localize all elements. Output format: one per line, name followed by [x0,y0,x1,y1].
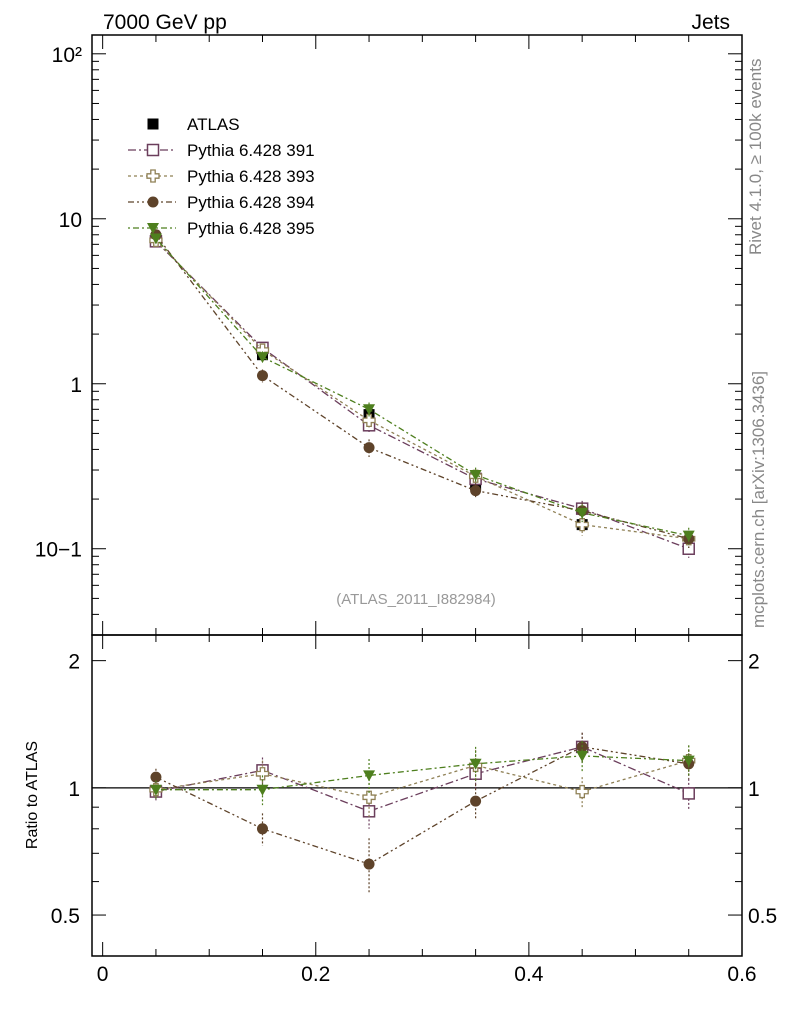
legend-marker-p393 [146,169,160,183]
ratio-line-p394 [155,746,689,865]
ratio-ytick-label-right-0: 0.5 [748,905,777,928]
main-ytick-labels: 10−1 1 10 10² [35,44,82,562]
main-line-p394 [155,234,689,540]
main-line-p391 [155,240,689,550]
analysis-watermark: (ATLAS_2011_I882984) [336,591,496,608]
ratio-point-p395 [363,770,376,782]
legend-label-394: Pythia 6.428 394 [187,193,315,212]
ratio-ytick-label-right-2: 2 [748,651,760,674]
main-line-p395 [155,238,689,537]
legend-label-393: Pythia 6.428 393 [187,167,315,186]
main-point-p395 [256,352,269,364]
legend-marks [128,118,176,234]
xtick-label-3: 0.6 [727,963,756,986]
xtick-label-2: 0.4 [514,963,544,986]
ytick-label-1: 1 [70,374,82,397]
main-point-p395 [469,469,482,481]
ratio-point-p395 [576,750,589,762]
ratio-series-layer [149,732,696,895]
ratio-point-p395 [469,758,482,770]
ratio-line-p393 [155,759,689,798]
main-series-layer [149,229,696,558]
rivet-label: Rivet 4.1.0, ≥ 100k events [746,59,765,255]
legend-marker-p391 [146,143,160,157]
ratio-ytick-label-right-1: 1 [748,778,760,801]
legend-label-395: Pythia 6.428 395 [187,219,315,238]
ratio-ytick-labels-right: 0.5 1 2 [748,651,777,928]
ratio-frame [91,634,743,957]
ratio-point-p394 [256,823,268,835]
xtick-label-0: 0 [97,963,109,986]
ratio-point-p395 [149,784,162,796]
ratio-point-p395 [256,784,269,796]
main-point-p395 [576,507,589,519]
xtick-label-1: 0.2 [301,963,330,986]
legend-marker-p394 [147,196,159,208]
main-point-p395 [682,530,695,542]
ratio-ytick-label-1: 1 [68,778,80,801]
ratio-point-p394 [470,795,482,807]
ratio-point-p391 [682,787,695,800]
ratio-line-p395 [155,755,689,791]
ratio-ytick-labels-left: 0.5 1 2 [51,651,80,928]
mcplots-label: mcplots.cern.ch [arXiv:1306.3436] [749,371,768,628]
main-point-p394 [363,442,375,454]
legend-label-atlas: ATLAS [187,115,240,134]
legend-label-391: Pythia 6.428 391 [187,141,315,160]
main-point-p394 [470,485,482,497]
main-point-p394 [256,370,268,382]
ratio-point-p394 [363,858,375,870]
ratio-line-p391 [155,746,689,813]
main-point-p395 [149,233,162,245]
main-line-p393 [155,239,689,540]
ytick-label-2: 10 [59,209,82,232]
ratio-ytick-label-0: 0.5 [51,905,80,928]
main-point-p393 [575,517,589,532]
ytick-label-0: 10−1 [35,539,82,562]
ratio-ytick-label-2: 2 [68,651,80,674]
main-point-p393 [362,413,376,428]
legend-marker-p395 [147,223,159,234]
header-right: Jets [691,11,730,34]
legend: ATLAS Pythia 6.428 391 Pythia 6.428 393 … [187,115,315,238]
ratio-point-p395 [682,755,695,767]
main-point-p395 [363,404,376,416]
ratio-point-p393 [575,784,589,799]
ratio-point-p393 [255,767,270,781]
main-axis-ticks [92,35,743,636]
ytick-label-3: 10² [52,44,82,67]
xtick-labels: 0 0.2 0.4 0.6 [97,963,757,986]
ratio-axis-ticks [92,635,743,957]
header-left: 7000 GeV pp [103,11,227,34]
ratio-point-p394 [150,771,162,783]
legend-marker-ATLAS [147,118,159,130]
ratio-point-p393 [362,790,376,804]
ratio-ylabel: Ratio to ATLAS [24,741,41,849]
